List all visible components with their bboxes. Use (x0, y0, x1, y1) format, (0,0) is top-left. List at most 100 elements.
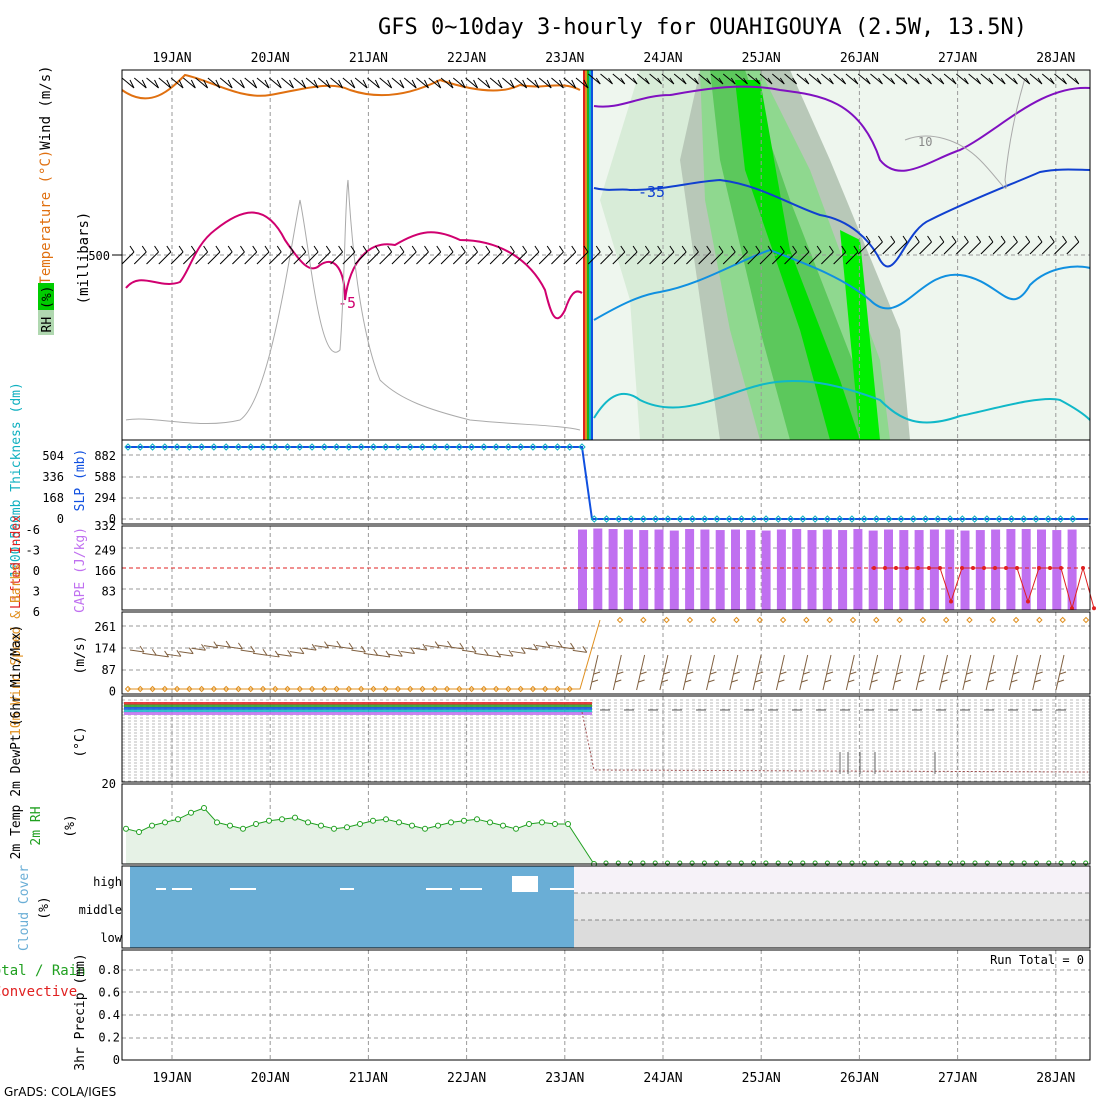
wind-barb-500 (489, 245, 503, 265)
wind10-marker (803, 616, 810, 624)
top-date-label: 26JAN (840, 51, 879, 66)
thickness-marker (713, 515, 721, 523)
millibars-label: (millibars) (76, 212, 92, 305)
cape-bar (715, 530, 725, 610)
wind10-marker (686, 616, 694, 624)
cape-tick: 249 (94, 544, 116, 558)
rh2m-point (188, 809, 194, 816)
wind-barb-500 (133, 245, 147, 265)
cape-tick: 83 (102, 585, 116, 599)
thickness-marker (848, 515, 856, 523)
wind-barb-500 (845, 245, 859, 265)
wind10-marker (849, 616, 857, 624)
wind-barb-500 (870, 235, 883, 255)
wind-barb-500 (538, 245, 552, 265)
thickness-marker (161, 443, 169, 451)
wind10-barb (388, 649, 403, 657)
wind10-barb (400, 647, 416, 655)
wind10-barb (191, 643, 206, 651)
wind-barb-upper (600, 73, 613, 85)
wind-barb-500 (612, 245, 626, 265)
wind10-axis-label: 10m Wind Speed & Barbs (9, 564, 24, 736)
wind10-barb (822, 654, 834, 691)
bottom-date-label: 22JAN (447, 1071, 486, 1086)
wind-barb-upper (477, 77, 491, 89)
wind-barb-upper (882, 73, 896, 85)
purple-contour (593, 85, 1091, 172)
li-tick: 0 (33, 564, 40, 578)
wind-barb-upper (121, 77, 135, 89)
wind-barb-500 (661, 245, 675, 265)
rh2m-point (513, 825, 519, 832)
wind-barb-upper (305, 77, 319, 89)
wind-barb-500 (379, 245, 393, 265)
wind10-barb (1055, 654, 1067, 691)
thickness-marker (1044, 515, 1052, 523)
wind-barb-upper (845, 73, 859, 85)
wind-barb-500 (956, 235, 969, 255)
wind-barb-upper (538, 77, 552, 89)
thickness-marker (983, 515, 991, 523)
wind-barb-500 (551, 245, 564, 265)
wind-barb-upper (575, 77, 589, 89)
wind-barb-500 (919, 235, 932, 255)
wind-barb-upper (624, 73, 638, 85)
wind-barb-upper (526, 77, 540, 89)
wind10-marker (1012, 616, 1020, 624)
wind10-barb (154, 650, 170, 658)
top-date-axis: 19JAN 20JAN 21JAN 22JAN 23JAN 24JAN 25JAN 26JAN… (152, 51, 1075, 66)
wind-barb-500 (686, 245, 699, 265)
wind-barb-upper (1005, 73, 1018, 85)
wind-barb-500 (821, 245, 834, 265)
wind10-barb (486, 650, 502, 658)
thickness-marker (467, 443, 476, 451)
cape-bar (578, 529, 587, 610)
wind-barb-500 (354, 245, 368, 265)
rh2m-point (409, 822, 415, 829)
rh-shading (840, 230, 880, 440)
thickness-marker (173, 443, 181, 451)
li-tick: -3 (26, 544, 40, 558)
wind-barb-upper (698, 73, 712, 85)
wind-barb-500 (587, 245, 601, 265)
rh2m-point (227, 822, 233, 829)
thickness-tick: 168 (42, 491, 64, 505)
wind-barb-upper (943, 73, 957, 85)
bottom-date-label: 19JAN (152, 1071, 191, 1086)
thickness-marker (431, 443, 439, 451)
wind-barb-500 (722, 245, 736, 265)
wind10-marker (989, 616, 997, 624)
wind-barb-500 (232, 245, 245, 265)
wind-barb-500 (1005, 235, 1018, 255)
rh2m-point (253, 821, 259, 827)
wind-barb-500 (710, 245, 724, 265)
wind-barb-upper (956, 73, 969, 85)
thickness-marker (688, 515, 697, 523)
wind-barb-upper (268, 77, 282, 89)
thickness-marker (345, 443, 353, 451)
wind-barb-upper (833, 73, 847, 85)
wind10-barb (474, 649, 489, 656)
wind-barb-upper (183, 77, 196, 89)
wind-barb-500 (281, 245, 294, 265)
rh2m-point (201, 805, 207, 811)
wind10-marker (616, 616, 624, 624)
top-date-label: 27JAN (938, 51, 977, 66)
wind-barb-500 (502, 245, 515, 265)
wind10-tick: 174 (94, 642, 116, 656)
top-date-label: 24JAN (643, 51, 682, 66)
thickness-marker (124, 443, 132, 451)
cape-bar (807, 530, 817, 610)
credit-text: GrADS: COLA/IGES (4, 1085, 116, 1099)
top-date-label: 19JAN (152, 51, 191, 66)
rh2m-point (136, 829, 142, 835)
wind-barb-500 (195, 245, 209, 265)
temperature-axis-label: Temperature (°C) (38, 150, 54, 285)
temp2m-units-label: (°C) (73, 726, 88, 757)
thickness-marker (296, 443, 304, 451)
wind-barb-500 (992, 235, 1006, 255)
temp2m-tick: 20 (102, 777, 116, 791)
wind10-barb (326, 640, 342, 648)
wind10-tick: 261 (94, 620, 116, 634)
